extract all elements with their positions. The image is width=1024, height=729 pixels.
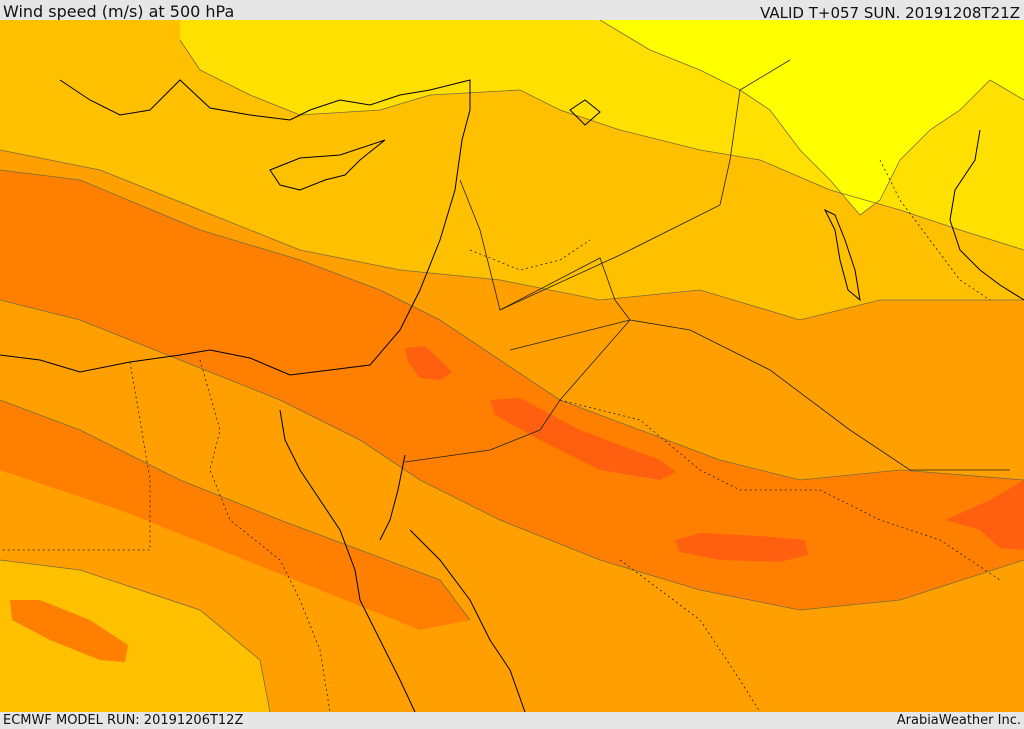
national-borders — [0, 59, 1010, 712]
red-sea-east-coast — [409, 529, 526, 712]
persian-gulf-coast — [949, 129, 1024, 301]
wind-band-diagonal-1 — [0, 170, 1024, 610]
mediterranean-coast — [0, 79, 471, 376]
contour-line — [0, 149, 1024, 321]
header-bar — [0, 0, 1024, 20]
jet-core-3 — [405, 346, 452, 380]
border-line — [559, 399, 1001, 581]
contour-line — [0, 169, 1024, 481]
map-title: Wind speed (m/s) at 500 hPa — [3, 2, 235, 21]
footer-bar — [0, 712, 1024, 729]
border-line — [879, 159, 991, 301]
jet-core-4 — [945, 480, 1024, 550]
border-line — [499, 59, 791, 311]
wind-band-lower-left — [0, 560, 270, 712]
jet-core-2 — [675, 533, 808, 562]
border-line — [199, 359, 331, 712]
gulf-of-aqaba — [379, 454, 406, 541]
contour-line — [179, 39, 1024, 251]
valid-time-label: VALID T+057 SUN. 20191208T21Z — [760, 4, 1020, 22]
wind-band-diagonal-3 — [0, 400, 470, 630]
red-sea-west-coast — [359, 599, 416, 712]
wind-band-diagonal-2 — [0, 210, 400, 360]
credit-label: ArabiaWeather Inc. — [896, 713, 1021, 728]
lake-van — [569, 99, 601, 126]
wind-speed-map[interactable] — [0, 20, 1024, 712]
border-line — [619, 559, 761, 712]
jet-core-1 — [490, 398, 676, 480]
caspian-lake — [823, 208, 861, 302]
contour-line — [0, 399, 471, 621]
cyprus-coast — [269, 139, 386, 191]
contour-line — [0, 299, 1024, 611]
contour-line — [0, 559, 271, 712]
wind-band-yellow — [600, 20, 1024, 215]
border-line — [404, 179, 631, 463]
coastlines — [0, 79, 1024, 712]
model-run-label: ECMWF MODEL RUN: 20191206T12Z — [3, 713, 244, 728]
red-sea-gulf-suez — [279, 409, 361, 601]
contour-line — [599, 20, 1024, 216]
jet-core-5 — [10, 600, 128, 662]
contour-lines — [0, 20, 1024, 712]
border-line — [469, 239, 591, 271]
border-line — [509, 319, 1010, 471]
